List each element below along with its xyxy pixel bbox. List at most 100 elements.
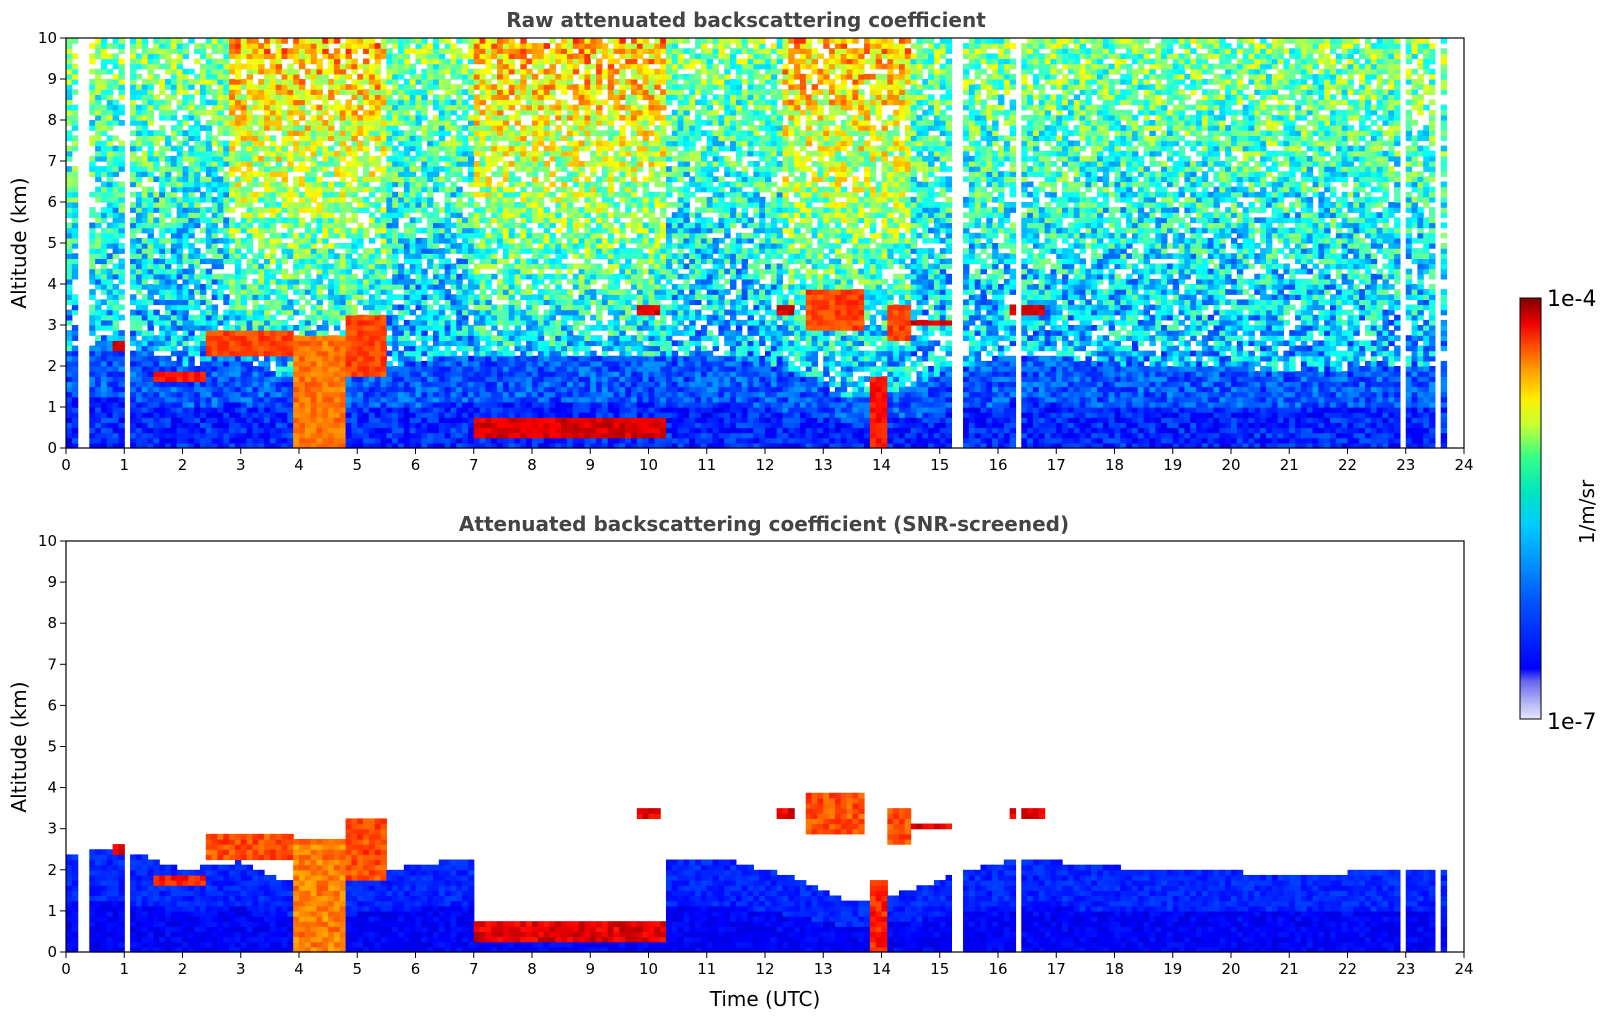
heatmap-cell <box>438 114 446 121</box>
heatmap-cell <box>438 263 446 270</box>
heatmap-cell <box>66 319 73 326</box>
heatmap-cell <box>380 360 387 367</box>
heatmap-cell <box>199 125 207 131</box>
heatmap-cell <box>386 171 393 177</box>
heatmap-cell <box>316 381 323 388</box>
heatmap-cell <box>106 325 114 331</box>
heatmap-cell <box>304 319 312 326</box>
heatmap-cell <box>304 345 312 352</box>
heatmap-cell <box>281 284 288 290</box>
heatmap-cell <box>252 135 259 142</box>
heatmap-cell <box>281 407 288 413</box>
heatmap-cell <box>223 258 230 265</box>
heatmap-cell <box>444 196 452 203</box>
heatmap-cell <box>462 217 469 224</box>
heatmap-cell <box>479 155 486 162</box>
heatmap-cell <box>106 43 114 49</box>
heatmap-cell <box>159 191 166 198</box>
heatmap-cell <box>246 309 253 316</box>
heatmap-cell <box>194 79 201 85</box>
heatmap-cell <box>269 145 277 152</box>
heatmap-cell <box>176 294 184 300</box>
heatmap-cell <box>159 345 166 352</box>
heatmap-cell <box>229 222 236 229</box>
heatmap-cell <box>141 371 149 377</box>
heatmap-cell <box>211 442 219 449</box>
heatmap-cell <box>205 63 213 70</box>
heatmap-cell <box>351 68 358 75</box>
heatmap-cell <box>339 53 347 60</box>
heatmap-cell <box>258 120 265 126</box>
heatmap-cell <box>229 422 236 429</box>
heatmap-cell <box>252 340 259 347</box>
heatmap-cell <box>100 401 108 408</box>
heatmap-cell <box>310 263 318 270</box>
heatmap-cell <box>456 309 463 316</box>
heatmap-cell <box>89 407 96 413</box>
heatmap-cell <box>374 263 382 270</box>
heatmap-cell <box>473 350 481 357</box>
heatmap-cell <box>258 442 265 449</box>
heatmap-cell <box>130 263 137 270</box>
heatmap-cell <box>89 350 96 357</box>
heatmap-cell <box>368 263 376 270</box>
heatmap-cell <box>444 222 452 229</box>
heatmap-cell <box>310 314 318 321</box>
heatmap-cell <box>258 125 265 131</box>
heatmap-cell <box>264 309 271 316</box>
heatmap-cell <box>444 120 452 126</box>
heatmap-cell <box>211 99 219 106</box>
heatmap-cell <box>386 48 393 54</box>
heatmap-cell <box>252 278 259 285</box>
heatmap-cell <box>345 161 353 167</box>
heatmap-cell <box>159 294 166 300</box>
heatmap-cell <box>427 48 434 54</box>
heatmap-cell <box>462 376 469 382</box>
heatmap-cell <box>66 371 73 377</box>
heatmap-cell <box>252 176 259 183</box>
heatmap-cell <box>368 427 376 434</box>
heatmap-cell <box>491 325 498 331</box>
heatmap-cell <box>473 273 481 280</box>
heatmap-cell <box>462 284 469 290</box>
heatmap-cell <box>176 68 184 75</box>
heatmap-cell <box>427 191 434 198</box>
heatmap-cell <box>287 125 294 131</box>
heatmap-cell <box>398 176 405 183</box>
heatmap-cell <box>281 114 288 121</box>
heatmap-cell <box>71 422 79 429</box>
heatmap-cell <box>450 309 457 316</box>
heatmap-cell <box>421 325 428 331</box>
heatmap-cell <box>170 253 178 259</box>
heatmap-cell <box>170 196 178 203</box>
heatmap-cell <box>89 432 96 439</box>
heatmap-cell <box>141 284 149 290</box>
heatmap-cell <box>444 89 452 95</box>
heatmap-cell <box>467 340 475 347</box>
heatmap-cell <box>269 58 277 65</box>
heatmap-cell <box>141 48 149 54</box>
heatmap-cell <box>205 176 213 183</box>
heatmap-cell <box>100 396 108 403</box>
heatmap-cell <box>264 227 271 234</box>
heatmap-cell <box>398 212 405 218</box>
heatmap-cell <box>386 396 393 403</box>
heatmap-cell <box>403 407 411 413</box>
heatmap-cell <box>246 125 253 131</box>
heatmap-cell <box>462 442 469 449</box>
heatmap-cell <box>100 381 108 388</box>
heatmap-cell <box>491 155 498 162</box>
heatmap-cell <box>170 227 178 234</box>
heatmap-cell <box>141 432 149 439</box>
heatmap-cell <box>141 171 149 177</box>
heatmap-cell <box>176 299 184 306</box>
heatmap-cell <box>339 258 347 265</box>
heatmap-cell <box>141 258 149 265</box>
heatmap-cell <box>130 109 137 116</box>
heatmap-cell <box>403 130 411 136</box>
heatmap-cell <box>170 114 178 121</box>
heatmap-cell <box>293 130 300 136</box>
heatmap-cell <box>240 53 248 60</box>
heatmap-cell <box>170 202 178 208</box>
heatmap-cell <box>368 335 376 341</box>
